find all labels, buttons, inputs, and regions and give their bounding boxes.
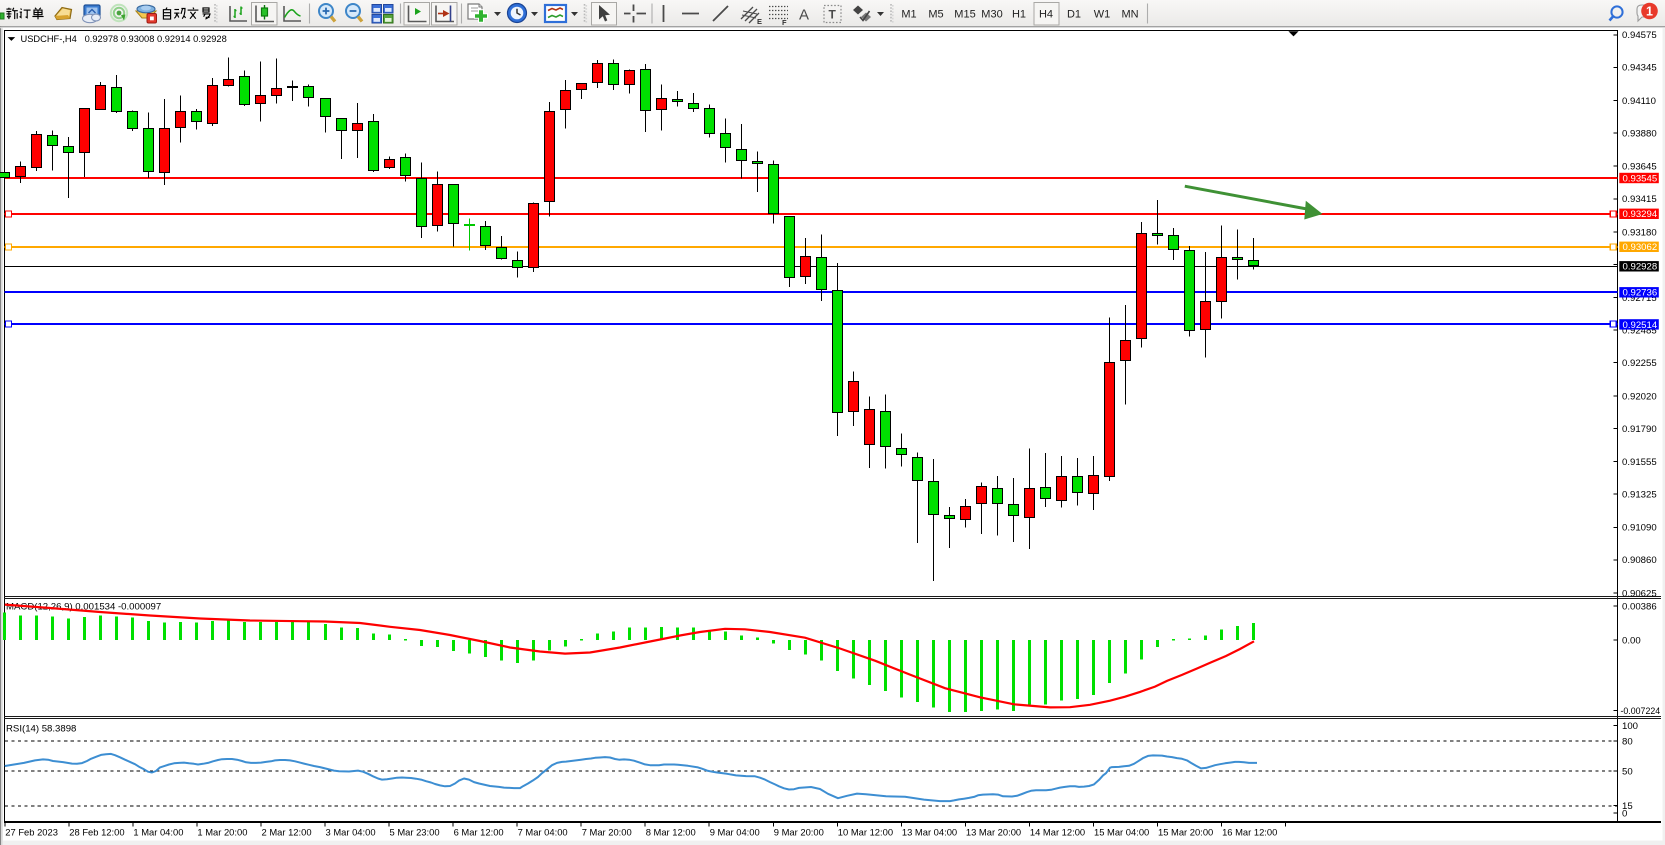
- svg-text:0.93545: 0.93545: [1623, 173, 1658, 184]
- svg-text:0.94345: 0.94345: [1622, 63, 1657, 74]
- svg-text:0.92928: 0.92928: [1623, 262, 1658, 273]
- svg-text:RSI(14) 58.3898: RSI(14) 58.3898: [6, 724, 76, 735]
- svg-text:27 Feb 2023: 27 Feb 2023: [5, 826, 58, 837]
- svg-text:0.92514: 0.92514: [1623, 320, 1658, 331]
- svg-text:H1: H1: [1012, 9, 1026, 21]
- svg-text:MACD(12,26,9) 0.001534 -0.0000: MACD(12,26,9) 0.001534 -0.000097: [6, 602, 161, 613]
- svg-text:3 Mar 04:00: 3 Mar 04:00: [326, 826, 376, 837]
- svg-text:80: 80: [1622, 736, 1633, 747]
- svg-text:M1: M1: [901, 9, 916, 21]
- svg-text:100: 100: [1622, 721, 1638, 732]
- svg-text:16 Mar 12:00: 16 Mar 12:00: [1222, 826, 1277, 837]
- svg-text:8 Mar 12:00: 8 Mar 12:00: [646, 826, 696, 837]
- svg-text:5 Mar 23:00: 5 Mar 23:00: [390, 826, 440, 837]
- svg-text:1 Mar 04:00: 1 Mar 04:00: [133, 826, 183, 837]
- svg-text:E: E: [757, 17, 762, 26]
- svg-text:10 Mar 12:00: 10 Mar 12:00: [838, 826, 893, 837]
- svg-text:0.93294: 0.93294: [1623, 209, 1658, 220]
- svg-text:0.91790: 0.91790: [1622, 424, 1657, 435]
- svg-text:0.00: 0.00: [1622, 635, 1641, 646]
- svg-text:-0.007224: -0.007224: [1621, 706, 1661, 716]
- svg-text:0.91090: 0.91090: [1622, 523, 1657, 534]
- svg-text:H4: H4: [1039, 9, 1053, 21]
- svg-text:7 Mar 20:00: 7 Mar 20:00: [582, 826, 632, 837]
- svg-text:0.93180: 0.93180: [1622, 227, 1657, 238]
- svg-text:1: 1: [1646, 4, 1653, 18]
- svg-text:13 Mar 04:00: 13 Mar 04:00: [902, 826, 957, 837]
- svg-text:M15: M15: [954, 9, 975, 21]
- svg-text:W1: W1: [1094, 9, 1111, 21]
- svg-text:50: 50: [1622, 766, 1633, 777]
- svg-text:0.00386: 0.00386: [1622, 602, 1657, 613]
- svg-text:0.94110: 0.94110: [1622, 96, 1656, 107]
- svg-text:0.92978 0.93008 0.92914 0.9292: 0.92978 0.93008 0.92914 0.92928: [85, 34, 227, 44]
- svg-text:0.91325: 0.91325: [1622, 490, 1657, 501]
- svg-text:2 Mar 12:00: 2 Mar 12:00: [262, 826, 312, 837]
- svg-text:9 Mar 20:00: 9 Mar 20:00: [774, 826, 824, 837]
- svg-text:0.90860: 0.90860: [1622, 555, 1657, 566]
- svg-text:1 Mar 20:00: 1 Mar 20:00: [197, 826, 247, 837]
- svg-text:15 Mar 04:00: 15 Mar 04:00: [1094, 826, 1149, 837]
- svg-text:14 Mar 12:00: 14 Mar 12:00: [1030, 826, 1085, 837]
- svg-text:F: F: [782, 18, 787, 27]
- svg-text:0.92736: 0.92736: [1623, 288, 1658, 299]
- svg-text:7 Mar 04:00: 7 Mar 04:00: [518, 826, 568, 837]
- svg-text:15 Mar 20:00: 15 Mar 20:00: [1158, 826, 1213, 837]
- svg-text:M30: M30: [981, 9, 1002, 21]
- svg-text:9 Mar 04:00: 9 Mar 04:00: [710, 826, 760, 837]
- svg-text:MN: MN: [1121, 9, 1138, 21]
- svg-text:D1: D1: [1067, 9, 1081, 21]
- svg-text:0.92485: 0.92485: [1622, 326, 1657, 337]
- svg-text:0.92715: 0.92715: [1622, 293, 1657, 304]
- svg-text:0.93880: 0.93880: [1622, 128, 1657, 139]
- svg-text:T: T: [829, 8, 837, 22]
- svg-text:28 Feb 12:00: 28 Feb 12:00: [69, 826, 124, 837]
- svg-text:USDCHF-,H4: USDCHF-,H4: [21, 34, 77, 44]
- svg-text:6 Mar 12:00: 6 Mar 12:00: [454, 826, 504, 837]
- svg-text:0.93415: 0.93415: [1622, 194, 1657, 205]
- svg-text:0.93062: 0.93062: [1623, 242, 1658, 253]
- svg-text:0.94575: 0.94575: [1622, 30, 1657, 41]
- svg-text:0.90625: 0.90625: [1622, 589, 1657, 600]
- svg-text:0.93645: 0.93645: [1622, 162, 1657, 173]
- svg-text:0.92255: 0.92255: [1622, 358, 1657, 369]
- svg-text:M5: M5: [928, 9, 943, 21]
- svg-text:A: A: [799, 7, 809, 24]
- svg-text:0.91555: 0.91555: [1622, 457, 1657, 468]
- svg-text:13 Mar 20:00: 13 Mar 20:00: [966, 826, 1021, 837]
- svg-text:0.92020: 0.92020: [1622, 391, 1657, 402]
- svg-text:0: 0: [1622, 808, 1627, 819]
- svg-text:15: 15: [1622, 801, 1633, 812]
